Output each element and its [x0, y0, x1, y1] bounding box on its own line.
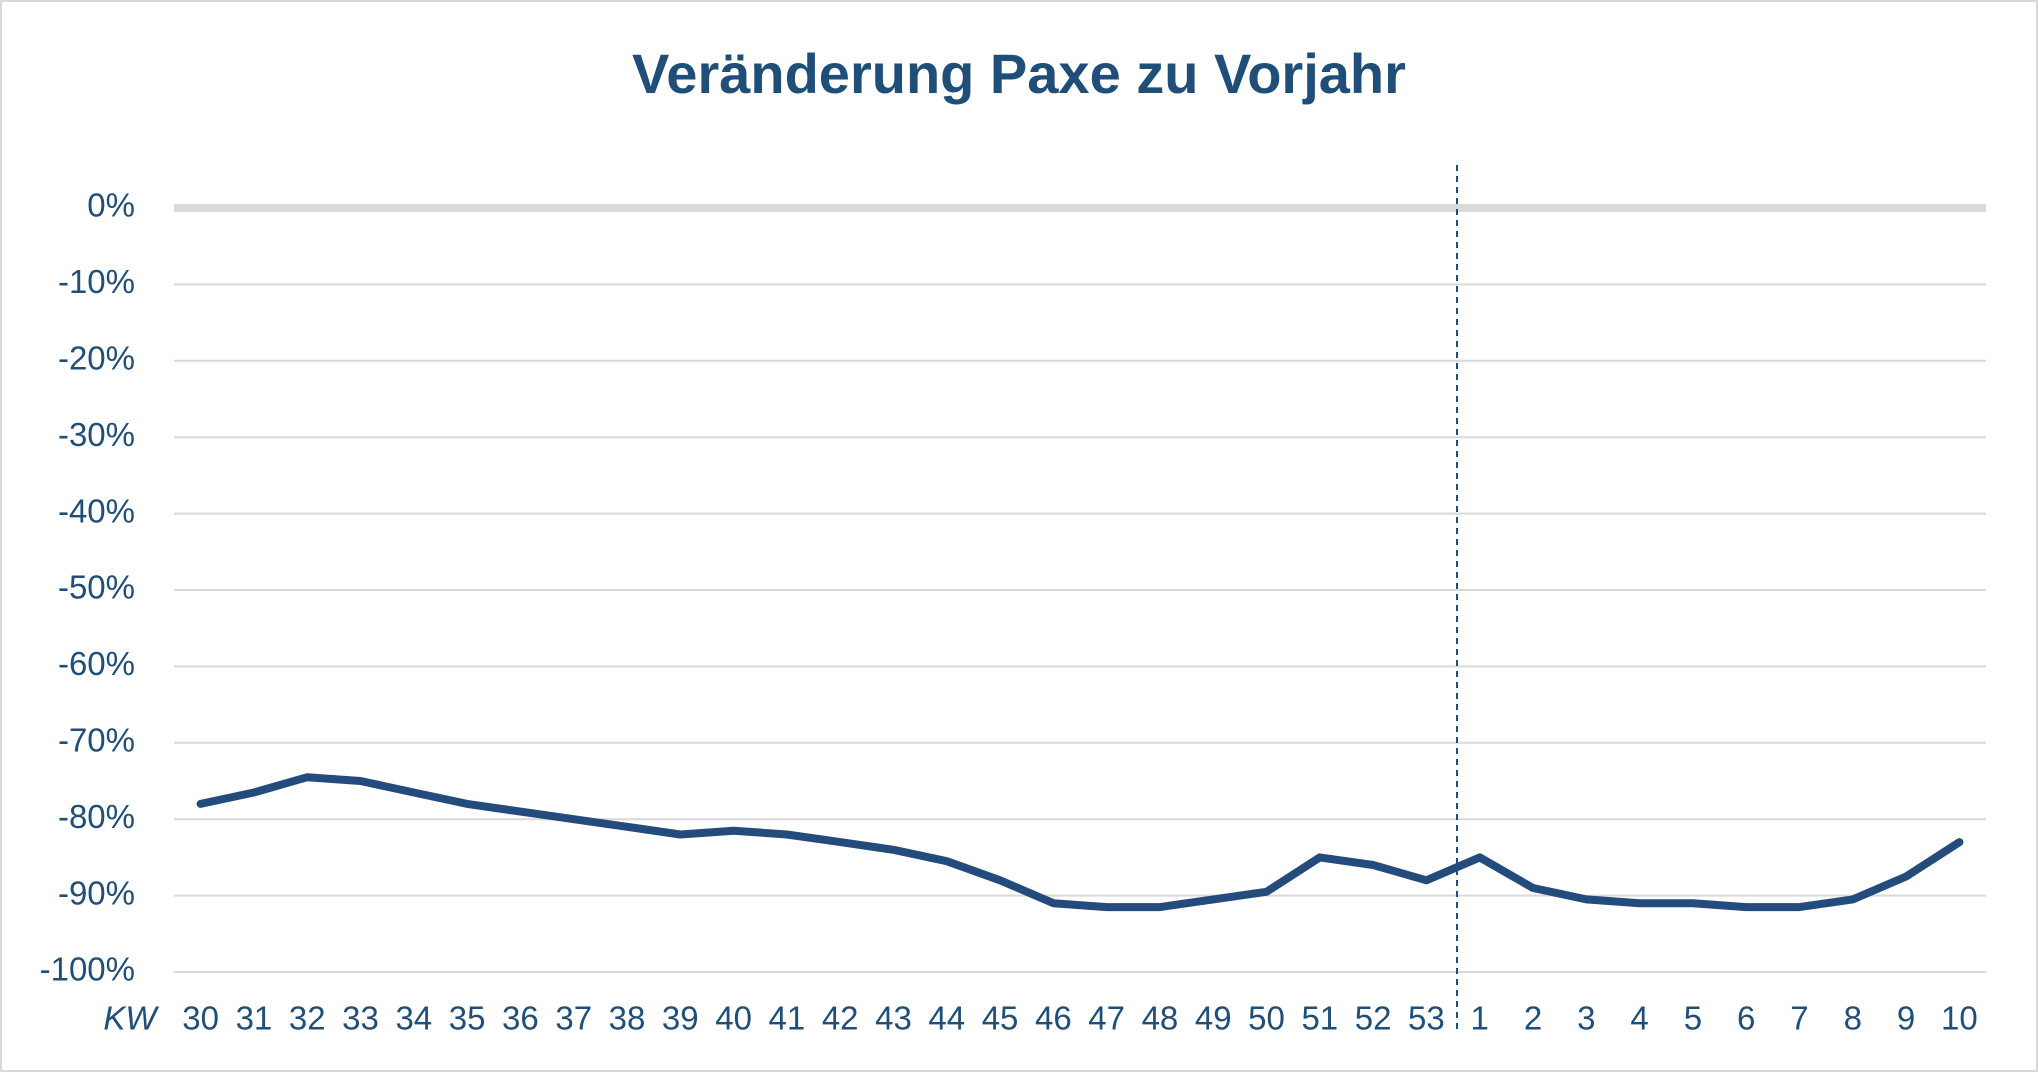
x-tick-label: 43: [875, 1000, 912, 1037]
y-tick-label: -80%: [58, 798, 135, 835]
x-tick-label: 38: [609, 1000, 646, 1037]
x-tick-label: 4: [1630, 1000, 1648, 1037]
x-tick-label: 7: [1790, 1000, 1808, 1037]
x-tick-label: 31: [236, 1000, 273, 1037]
x-tick-label: 45: [982, 1000, 1019, 1037]
y-tick-label: 0%: [87, 187, 135, 224]
x-tick-label: 6: [1737, 1000, 1755, 1037]
x-tick-label: 10: [1941, 1000, 1978, 1037]
x-tick-label: 53: [1408, 1000, 1445, 1037]
y-tick-label: -50%: [58, 569, 135, 606]
data-line: [196, 773, 1964, 912]
x-tick-label: 34: [395, 1000, 432, 1037]
x-tick-label: 30: [182, 1000, 219, 1037]
x-tick-label: 1: [1471, 1000, 1489, 1037]
y-tick-label: -10%: [58, 263, 135, 300]
x-tick-label: 47: [1088, 1000, 1125, 1037]
x-tick-label: 40: [715, 1000, 752, 1037]
y-tick-label: -100%: [40, 951, 135, 988]
x-tick-label: 36: [502, 1000, 539, 1037]
x-tick-label: 51: [1301, 1000, 1338, 1037]
x-axis-label: KW: [103, 1000, 159, 1037]
x-tick-label: 8: [1844, 1000, 1862, 1037]
x-tick-label: 33: [342, 1000, 379, 1037]
x-tick-label: 3: [1577, 1000, 1595, 1037]
x-tick-label: 32: [289, 1000, 326, 1037]
chart-title: Veränderung Paxe zu Vorjahr: [632, 42, 1406, 105]
y-tick-label: -60%: [58, 645, 135, 682]
y-tick-label: -30%: [58, 416, 135, 453]
x-tick-label: 50: [1248, 1000, 1285, 1037]
x-tick-label: 44: [928, 1000, 965, 1037]
x-tick-label: 48: [1142, 1000, 1179, 1037]
x-tick-label: 2: [1524, 1000, 1542, 1037]
x-tick-label: 35: [449, 1000, 486, 1037]
x-tick-label: 9: [1897, 1000, 1915, 1037]
x-tick-label: 49: [1195, 1000, 1232, 1037]
x-tick-label: 52: [1355, 1000, 1392, 1037]
y-tick-label: -90%: [58, 874, 135, 911]
x-tick-label: 5: [1684, 1000, 1702, 1037]
x-tick-label: 46: [1035, 1000, 1072, 1037]
x-tick-label: 42: [822, 1000, 859, 1037]
y-tick-label: -40%: [58, 492, 135, 529]
x-tick-label: 39: [662, 1000, 699, 1037]
x-tick-label: 37: [555, 1000, 592, 1037]
y-tick-label: -70%: [58, 722, 135, 759]
x-tick-label: 41: [769, 1000, 806, 1037]
y-tick-label: -20%: [58, 340, 135, 377]
